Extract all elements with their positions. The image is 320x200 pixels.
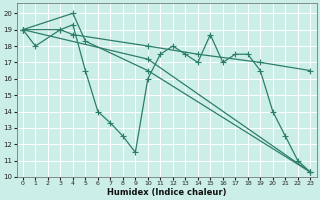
X-axis label: Humidex (Indice chaleur): Humidex (Indice chaleur) bbox=[107, 188, 226, 197]
